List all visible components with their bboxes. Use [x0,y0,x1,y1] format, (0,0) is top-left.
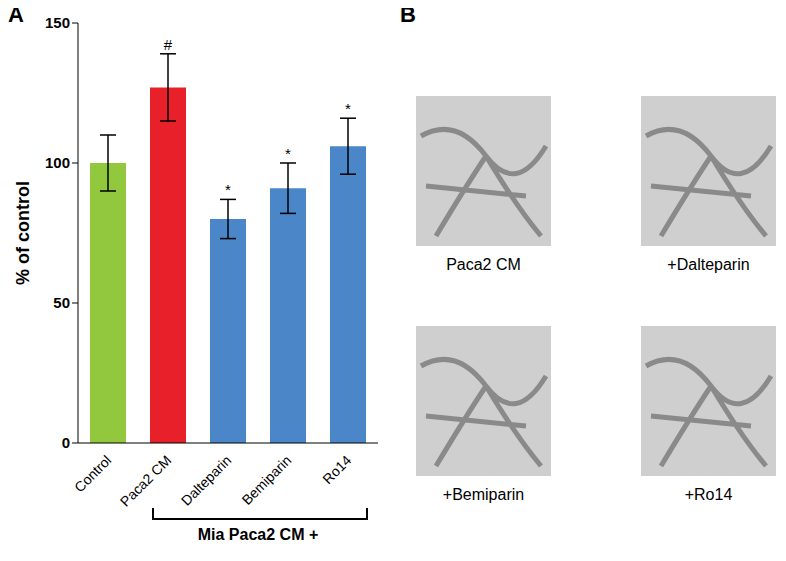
svg-text:*: * [285,145,291,162]
svg-text:50: 50 [53,294,70,311]
svg-text:Control: Control [71,452,114,495]
html-text:+Dalteparin: +Dalteparin [667,256,750,273]
html-text:+Ro14: +Ro14 [684,486,733,503]
html-text:+Bemiparin: +Bemiparin [442,486,525,503]
svg-text:Bemiparin: Bemiparin [238,452,294,508]
html-text:A: A [8,2,24,27]
svg-text:100: 100 [45,154,70,171]
svg-text:Ro14: Ro14 [319,452,354,487]
html-text:B: B [400,2,416,27]
svg-text:*: * [225,181,231,198]
html-text:Mia Paca2 CM +: Mia Paca2 CM + [197,526,319,543]
svg-text:0: 0 [62,434,70,451]
svg-text:% of control: % of control [13,181,33,285]
html-text:Paca2 CM: Paca2 CM [446,256,521,273]
svg-text:Paca2 CM: Paca2 CM [117,452,175,510]
svg-text:150: 150 [45,14,70,31]
svg-text:*: * [345,100,351,117]
svg-text:#: # [164,36,173,53]
svg-text:Dalteparin: Dalteparin [178,452,234,508]
